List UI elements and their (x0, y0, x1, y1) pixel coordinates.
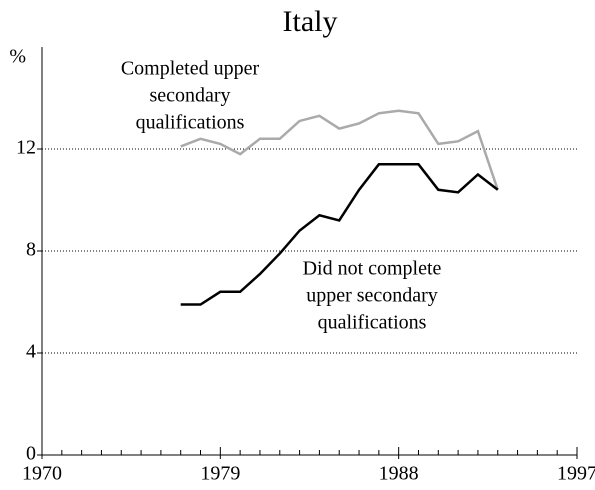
y-axis-label: % (9, 46, 26, 68)
x-tick-label: 1988 (379, 463, 419, 485)
chart-title: Italy (283, 5, 338, 38)
x-tick-label: 1970 (22, 463, 62, 485)
annotation: secondary (149, 85, 230, 107)
x-tick-label: 1979 (200, 463, 240, 485)
y-tick-label: 8 (26, 239, 36, 261)
annotation: Completed upper (121, 58, 260, 80)
x-tick-label: 1997 (557, 463, 595, 485)
y-tick-label: 12 (16, 137, 36, 159)
series-line (180, 163, 499, 306)
y-tick-label: 4 (26, 341, 36, 363)
y-tick-label: 0 (26, 443, 36, 465)
annotation: upper secondary (306, 285, 438, 307)
annotation: Did not complete (303, 258, 442, 280)
annotation: qualifications (318, 312, 427, 334)
annotation: qualifications (136, 112, 245, 134)
series-line (180, 109, 499, 191)
